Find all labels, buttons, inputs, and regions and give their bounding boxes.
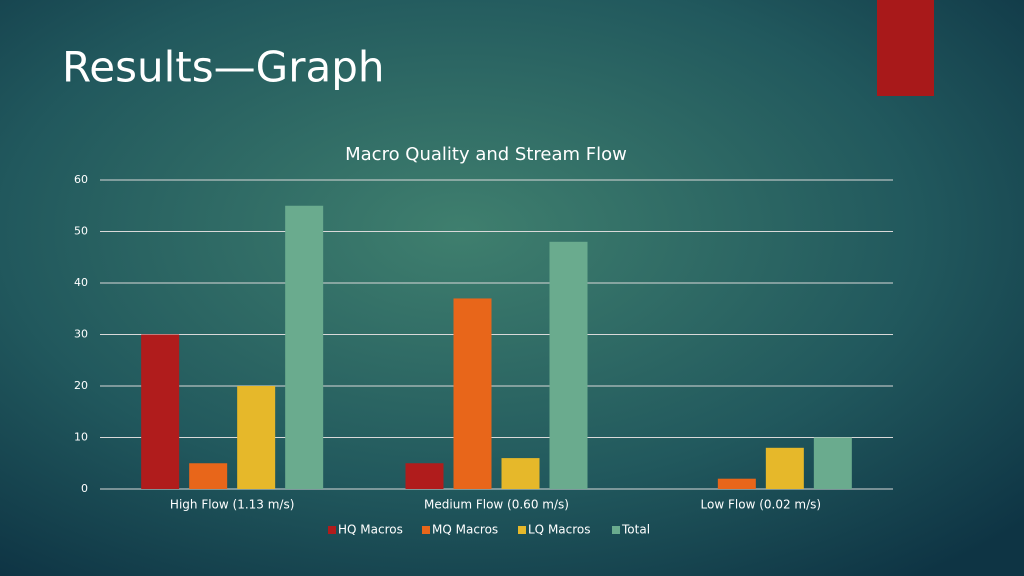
chart-title: Macro Quality and Stream Flow (345, 144, 627, 165)
legend-swatch (328, 526, 336, 534)
bar (285, 205, 324, 489)
legend-swatch (422, 526, 430, 534)
bar (501, 458, 540, 489)
bar (765, 447, 804, 489)
x-tick-label: Medium Flow (0.60 m/s) (424, 498, 569, 512)
legend-label: LQ Macros (528, 523, 591, 537)
bar (453, 298, 492, 489)
y-tick-label: 10 (74, 431, 88, 444)
slide-title: Results—Graph (62, 43, 385, 92)
bar (141, 334, 180, 489)
bar (189, 463, 228, 489)
bar (237, 386, 276, 489)
x-tick-label: Low Flow (0.02 m/s) (701, 498, 822, 512)
bar (813, 437, 852, 489)
y-tick-label: 20 (74, 379, 88, 392)
legend-label: Total (621, 523, 650, 537)
legend-swatch (612, 526, 620, 534)
bar (549, 241, 588, 489)
y-tick-label: 50 (74, 225, 88, 238)
y-tick-label: 30 (74, 328, 88, 341)
x-tick-label: High Flow (1.13 m/s) (170, 498, 294, 512)
accent-block (877, 0, 934, 96)
y-tick-label: 60 (74, 173, 88, 186)
legend-label: HQ Macros (338, 523, 403, 537)
legend-label: MQ Macros (432, 523, 498, 537)
bar (405, 463, 444, 489)
bar (717, 478, 756, 489)
y-tick-label: 0 (81, 482, 88, 495)
legend-swatch (518, 526, 526, 534)
y-tick-label: 40 (74, 276, 88, 289)
